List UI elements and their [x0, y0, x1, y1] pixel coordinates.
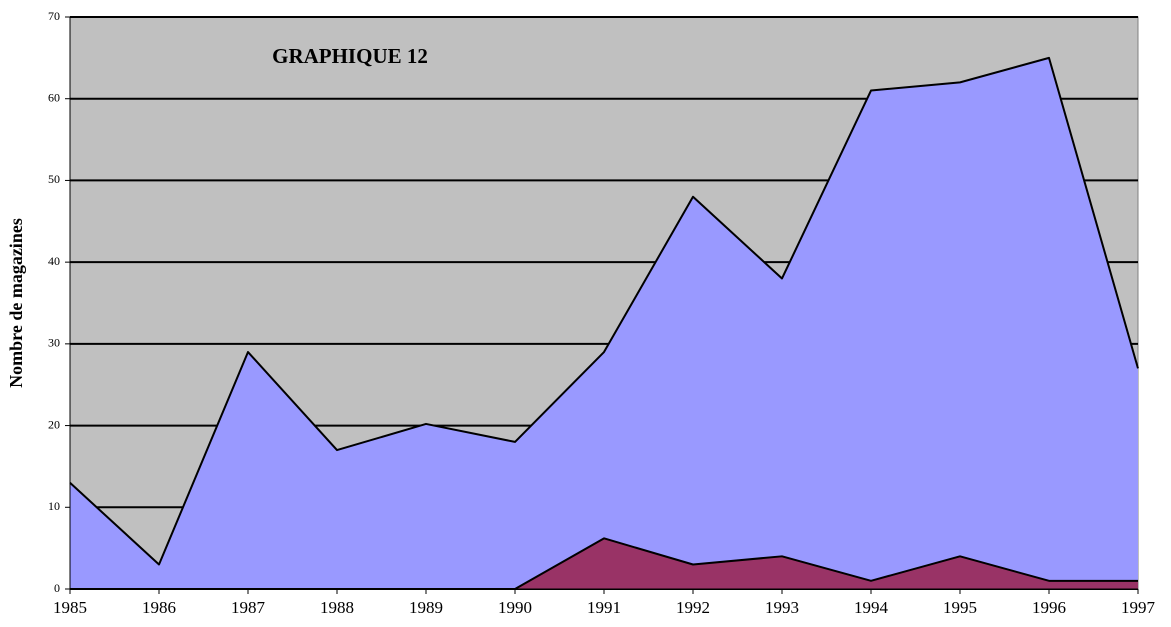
y-axis-label: Nombre de magazines [6, 218, 26, 388]
x-tick-label: 1989 [409, 598, 443, 617]
x-tick-label: 1993 [765, 598, 799, 617]
area [70, 57, 1138, 590]
y-tick-label: 60 [48, 90, 60, 104]
x-tick-label: 1995 [943, 598, 977, 617]
area-outline [69, 56, 1139, 566]
x-tick-label: 1994 [854, 598, 889, 617]
y-tick-label: 10 [48, 499, 60, 513]
y-tick-label: 30 [48, 336, 60, 350]
x-tick-label: 1988 [320, 598, 354, 617]
x-tick-label: 1985 [53, 598, 87, 617]
chart-title: GRAPHIQUE 12 [272, 44, 428, 68]
y-tick-label: 0 [54, 581, 60, 595]
y-tick-label: 70 [48, 9, 60, 23]
x-tick-label: 1986 [142, 598, 176, 617]
y-tick-label: 50 [48, 172, 60, 186]
y-tick-label: 20 [48, 417, 60, 431]
x-tick-label: 1997 [1121, 598, 1156, 617]
area [70, 538, 1138, 589]
x-tick-label: 1992 [676, 598, 710, 617]
x-tick-label: 1987 [231, 598, 266, 617]
x-tick-label: 1996 [1032, 598, 1066, 617]
x-tick-label: 1990 [498, 598, 532, 617]
y-tick-label: 40 [48, 254, 60, 268]
x-tick-label: 1991 [587, 598, 621, 617]
